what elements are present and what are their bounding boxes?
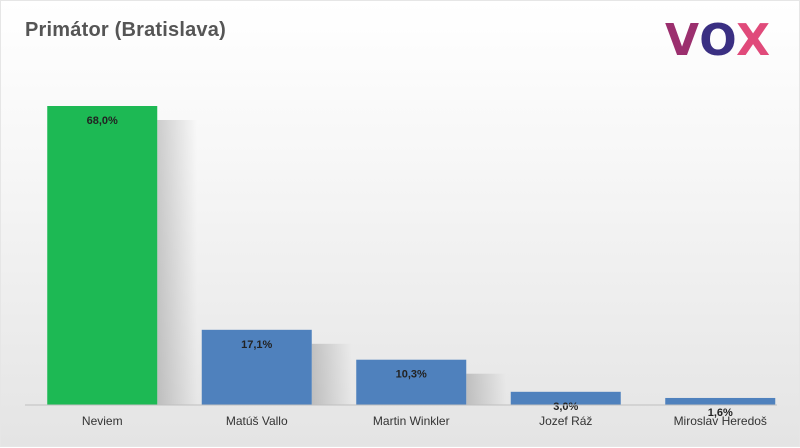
data-label-3: 3,0% [553,401,578,413]
bar-shadow [157,120,198,405]
category-label-4: Miroslav Heredoš [674,414,767,428]
data-label-1: 17,1% [241,339,272,351]
bar-4 [665,397,776,405]
bar-0 [47,106,158,405]
chart-title: Primátor (Bratislava) [25,19,226,41]
data-label-0: 68,0% [87,115,118,127]
category-labels-group: Neviem Matúš Vallo Martin Winkler Jozef Ráž… [82,414,767,428]
vox-logo-text: VOX [665,15,771,63]
bar-1 [201,329,312,405]
bar-3 [510,391,621,405]
bar-shadow [466,373,507,405]
bar-shadow [311,343,352,405]
category-label-3: Jozef Ráž [539,414,592,428]
data-label-4: 1,6% [708,407,733,419]
category-label-2: Martin Winkler [373,414,450,428]
data-label-2: 10,3% [396,369,427,381]
vox-logo: VOX [665,15,771,63]
bar-2 [356,359,467,405]
category-label-1: Matúš Vallo [226,414,288,428]
bars-group: 68,0% 17,1% 10,3% 3,0% 1,6% [47,106,776,419]
category-label-0: Neviem [82,414,123,428]
